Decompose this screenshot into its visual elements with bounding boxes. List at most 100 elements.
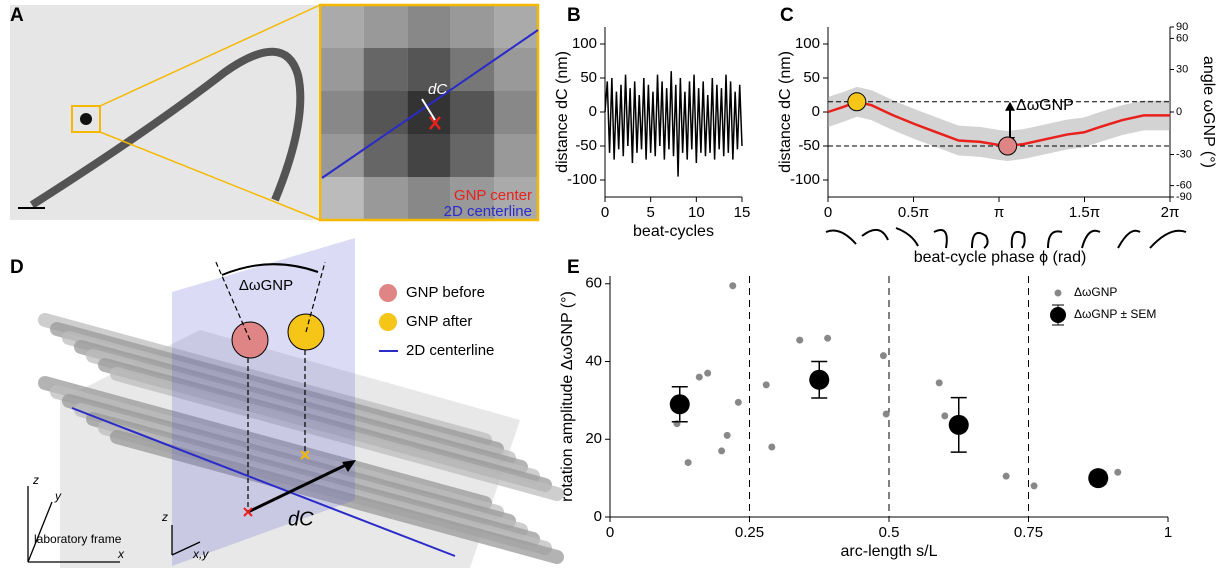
annotation: ΔωGNP [1016, 97, 1074, 114]
y2-tick-label: -90 [1176, 191, 1192, 203]
pixel [450, 91, 495, 134]
pixel [450, 134, 495, 177]
point [1114, 468, 1122, 476]
projection [214, 259, 326, 512]
zoom-line [99, 4, 321, 107]
y-tick-label: 100 [795, 35, 820, 52]
x-tick-label: 0.75 [1014, 524, 1043, 541]
inset-border [318, 3, 540, 222]
x-tick-label: 0.5π [898, 204, 929, 221]
y-tick-label: 100 [572, 35, 597, 52]
arrowhead [1005, 101, 1015, 111]
x-tick-label: 0 [824, 204, 832, 221]
panel-letter: E [567, 257, 580, 278]
point [695, 373, 703, 381]
point [882, 410, 890, 418]
centerline [321, 29, 539, 179]
pixel [407, 48, 451, 91]
legend-swatch [379, 313, 397, 331]
tube [110, 430, 564, 564]
y-tick-label: 20 [585, 430, 602, 447]
x-tick-label: π [994, 204, 1004, 221]
legend-swatch [1054, 289, 1062, 297]
distance-arrow [421, 98, 436, 121]
beat-icons [825, 227, 1187, 249]
pixel [450, 5, 495, 48]
x-tick-label: 2π [1161, 204, 1180, 221]
x-axis-label: beat-cycle phase ϕ (rad) [914, 249, 1087, 266]
inset [320, 5, 538, 220]
tubes [38, 313, 564, 564]
legend-swatch [379, 284, 397, 302]
panel-letter: D [10, 257, 24, 278]
y-tick-label: 50 [803, 69, 820, 86]
y-tick-label: -50 [798, 137, 820, 154]
point [935, 379, 943, 387]
legend-label: GNP center [454, 187, 532, 204]
point [941, 412, 949, 420]
pixel [363, 5, 408, 48]
pixel [407, 5, 451, 48]
arrowhead [342, 460, 356, 472]
line [604, 71, 743, 177]
x-tick-label: 0.25 [735, 524, 764, 541]
tube [110, 367, 564, 501]
point [879, 352, 887, 360]
angle-arc [221, 263, 319, 276]
y2-tick-label: 0 [1176, 106, 1182, 118]
x-tick-label: 0 [601, 204, 609, 221]
lab-axes [27, 486, 201, 563]
y-tick-label: 40 [585, 352, 602, 369]
y-tick-label: -50 [575, 137, 597, 154]
spread-band [828, 86, 1170, 161]
pixel [450, 177, 495, 220]
x-tick-label: 0.5 [879, 524, 900, 541]
centerline [71, 407, 456, 557]
legend-swatch [1050, 307, 1066, 323]
y-axis-label: rotation amplitude ΔωGNP (°) [559, 291, 576, 502]
pixel [320, 177, 364, 220]
pixel [320, 134, 364, 177]
y-axis-label: distance dC (nm) [554, 51, 571, 173]
frame-label: laboratory frame [34, 532, 122, 546]
pixel [494, 134, 538, 177]
panel-letter: B [567, 5, 581, 26]
x-tick-label: 10 [688, 204, 705, 221]
legend-label: GNP after [406, 313, 472, 330]
point [684, 459, 692, 467]
y2-tick-label: 30 [1176, 63, 1188, 75]
point [718, 447, 726, 455]
pixel [407, 91, 451, 134]
point [729, 282, 737, 290]
y-tick-label: 0 [812, 103, 820, 120]
point [796, 336, 804, 344]
y-tick-label: 0 [589, 103, 597, 120]
point [824, 334, 832, 342]
y2-tick-label: -60 [1176, 180, 1192, 192]
point [669, 394, 690, 415]
pixel [320, 91, 364, 134]
panel-d: ΔωGNP dC GNP before GNP after 2D centerl… [27, 238, 564, 568]
pixel [494, 5, 538, 48]
point [809, 369, 830, 390]
panel-letter: A [10, 5, 24, 26]
x-tick-label: 15 [734, 204, 751, 221]
gnp [80, 113, 92, 125]
gnp-center [429, 116, 441, 130]
axis-letter: z [161, 510, 168, 524]
marker [300, 450, 310, 460]
y-tick-label: -100 [790, 171, 820, 188]
pixel [320, 48, 364, 91]
x-tick-label: 1 [1164, 524, 1172, 541]
point [723, 431, 731, 439]
angle-label: ΔωGNP [239, 277, 293, 294]
y-tick-label: 50 [580, 69, 597, 86]
x-tick-label: 5 [646, 204, 654, 221]
point [734, 398, 742, 406]
pixel [363, 48, 408, 91]
y-tick-label: -100 [567, 171, 597, 188]
point [1088, 468, 1109, 489]
panel-letter: C [780, 5, 794, 26]
